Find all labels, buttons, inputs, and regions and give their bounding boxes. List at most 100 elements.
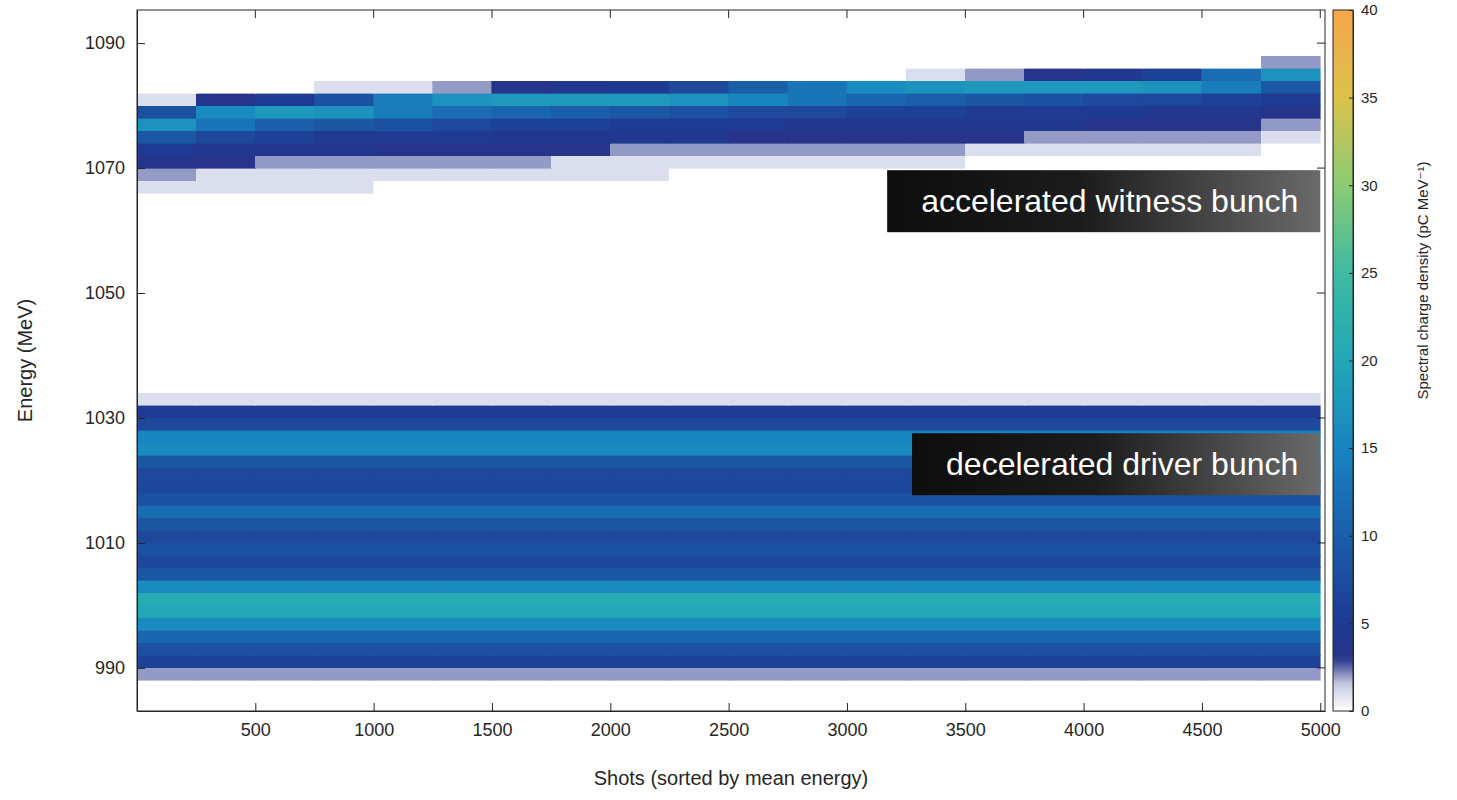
heatmap-cell	[1202, 655, 1261, 667]
heatmap-cell	[1024, 31, 1083, 43]
heatmap-cell	[492, 293, 551, 305]
heatmap-cell	[788, 618, 847, 630]
heatmap-cell	[847, 568, 906, 580]
heatmap-cell	[906, 231, 965, 243]
heatmap-cell	[847, 605, 906, 617]
tick: 1050	[85, 283, 145, 303]
heatmap-cell	[1202, 605, 1261, 617]
heatmap-cell	[1143, 630, 1202, 642]
heatmap-cell	[492, 593, 551, 605]
heatmap-cell	[1024, 518, 1083, 530]
heatmap-cell	[314, 405, 373, 417]
heatmap-cell	[433, 56, 492, 68]
heatmap-cell	[137, 468, 196, 480]
heatmap-cell	[965, 405, 1024, 417]
heatmap-cell	[906, 93, 965, 105]
y-axis: 99010101030105010701090	[85, 11, 145, 712]
heatmap-cell	[1202, 56, 1261, 68]
tick-label: 5000	[1301, 720, 1341, 740]
heatmap-cell	[1143, 356, 1202, 368]
heatmap-cell	[1084, 530, 1143, 542]
heatmap-cell	[551, 543, 610, 555]
heatmap-cell	[1261, 380, 1320, 392]
heatmap-cell	[314, 505, 373, 517]
heatmap-cell	[788, 393, 847, 405]
tick-label: 1500	[472, 720, 512, 740]
heatmap-cell	[729, 455, 788, 467]
heatmap-cell	[137, 168, 196, 180]
heatmap-cell	[492, 443, 551, 455]
chart: 5001000150020002500300035004000450050009…	[0, 0, 1457, 800]
heatmap-cell	[906, 568, 965, 580]
heatmap-cell	[669, 81, 728, 93]
heatmap-cell	[1024, 580, 1083, 592]
heatmap-cell	[314, 131, 373, 143]
heatmap-cell	[374, 306, 433, 318]
heatmap-cell	[314, 455, 373, 467]
tick-mark	[1084, 703, 1085, 711]
heatmap-cell	[137, 143, 196, 155]
tick-mark	[1349, 273, 1353, 274]
heatmap-cell	[551, 193, 610, 205]
heatmap-cell	[433, 568, 492, 580]
heatmap-cell	[669, 680, 728, 692]
heatmap-cell	[1024, 18, 1083, 30]
heatmap-cell	[610, 356, 669, 368]
heatmap-cell	[788, 281, 847, 293]
heatmap-cell	[1202, 418, 1261, 430]
heatmap-cell	[965, 156, 1024, 168]
heatmap-cell	[1143, 668, 1202, 680]
heatmap-cell	[669, 505, 728, 517]
heatmap-cell	[492, 455, 551, 467]
heatmap-cell	[1202, 405, 1261, 417]
tick: 500	[241, 703, 271, 740]
tick: 2500	[709, 703, 749, 740]
heatmap-cell	[1084, 131, 1143, 143]
heatmap-cell	[137, 393, 196, 405]
heatmap-cell	[255, 81, 314, 93]
heatmap-cell	[906, 306, 965, 318]
heatmap-cell	[492, 281, 551, 293]
heatmap-cell	[729, 143, 788, 155]
heatmap-cell	[433, 43, 492, 55]
heatmap-cell	[551, 580, 610, 592]
heatmap-cell	[1261, 505, 1320, 517]
heatmap-cell	[492, 231, 551, 243]
heatmap-cell	[314, 368, 373, 380]
heatmap-cell	[788, 306, 847, 318]
heatmap-cell	[374, 206, 433, 218]
heatmap-cell	[669, 156, 728, 168]
heatmap-cell	[314, 93, 373, 105]
heatmap-cell	[1202, 268, 1261, 280]
heatmap-cell	[433, 655, 492, 667]
mirror-ticks	[255, 10, 1325, 668]
heatmap-cell	[374, 31, 433, 43]
heatmap-cell	[314, 443, 373, 455]
heatmap-cell	[137, 18, 196, 30]
heatmap-cell	[1202, 643, 1261, 655]
heatmap-cell	[729, 405, 788, 417]
heatmap-cell	[314, 430, 373, 442]
heatmap-cell	[374, 368, 433, 380]
heatmap-cell	[255, 243, 314, 255]
heatmap-cell	[1261, 143, 1320, 155]
heatmap-cell	[788, 181, 847, 193]
heatmap-cell	[965, 281, 1024, 293]
heatmap-cell	[610, 555, 669, 567]
heatmap-cell	[1143, 306, 1202, 318]
heatmap-cell	[492, 206, 551, 218]
heatmap-cell	[137, 56, 196, 68]
heatmap-cell	[255, 668, 314, 680]
heatmap-cell	[433, 605, 492, 617]
heatmap-cell	[1143, 368, 1202, 380]
heatmap-cell	[196, 680, 255, 692]
heatmap-cell	[847, 43, 906, 55]
plot-frame	[137, 10, 1325, 711]
heatmap-cell	[314, 580, 373, 592]
heatmap-cell	[196, 368, 255, 380]
heatmap-cell	[1261, 18, 1320, 30]
heatmap-cell	[1084, 293, 1143, 305]
heatmap-cell	[1024, 331, 1083, 343]
heatmap-cell	[433, 131, 492, 143]
heatmap-cell	[1143, 243, 1202, 255]
